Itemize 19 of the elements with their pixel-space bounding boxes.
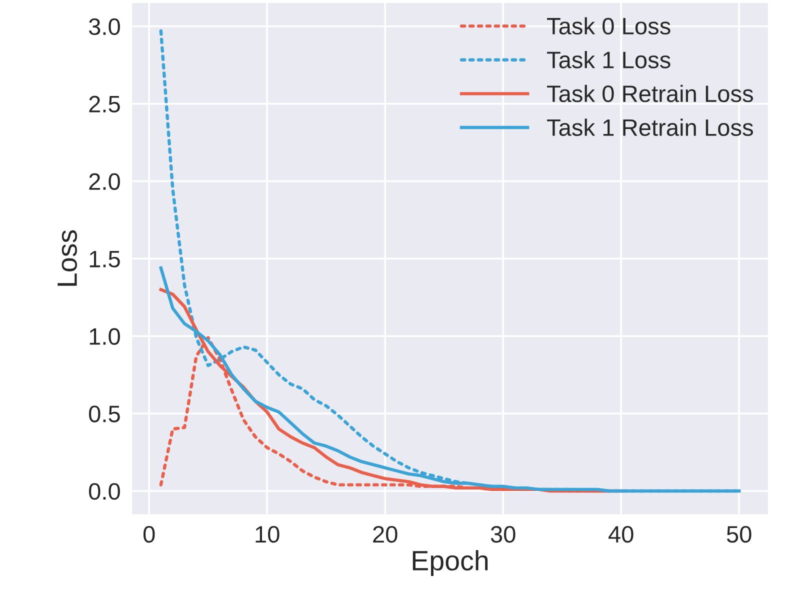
x-axis-title: Epoch	[412, 550, 488, 576]
y-tick-label: 1.5	[90, 250, 120, 268]
x-tick-label: 0	[143, 526, 155, 543]
y-axis-title: Loss	[58, 230, 78, 286]
legend-label: Task 0 Loss	[547, 17, 670, 35]
x-tick-label: 40	[608, 526, 634, 543]
y-tick-label: 2.0	[89, 173, 120, 190]
y-tick-label: 3.0	[88, 18, 120, 36]
x-tick-label: 10	[256, 526, 280, 543]
y-tick-label: 1.0	[90, 328, 120, 345]
x-tick-label: 20	[373, 526, 398, 543]
legend-label: Task 1 Loss	[547, 51, 670, 68]
legend-label: Task 1 Retrain Loss	[547, 118, 753, 136]
x-tick-label: 50	[726, 526, 752, 543]
x-tick-label: 30	[490, 526, 516, 543]
y-tick-label: 0.0	[88, 483, 120, 500]
y-tick-label: 2.5	[89, 96, 120, 113]
legend-label: Task 0 Retrain Loss	[547, 84, 753, 102]
y-tick-label: 0.5	[88, 406, 120, 422]
